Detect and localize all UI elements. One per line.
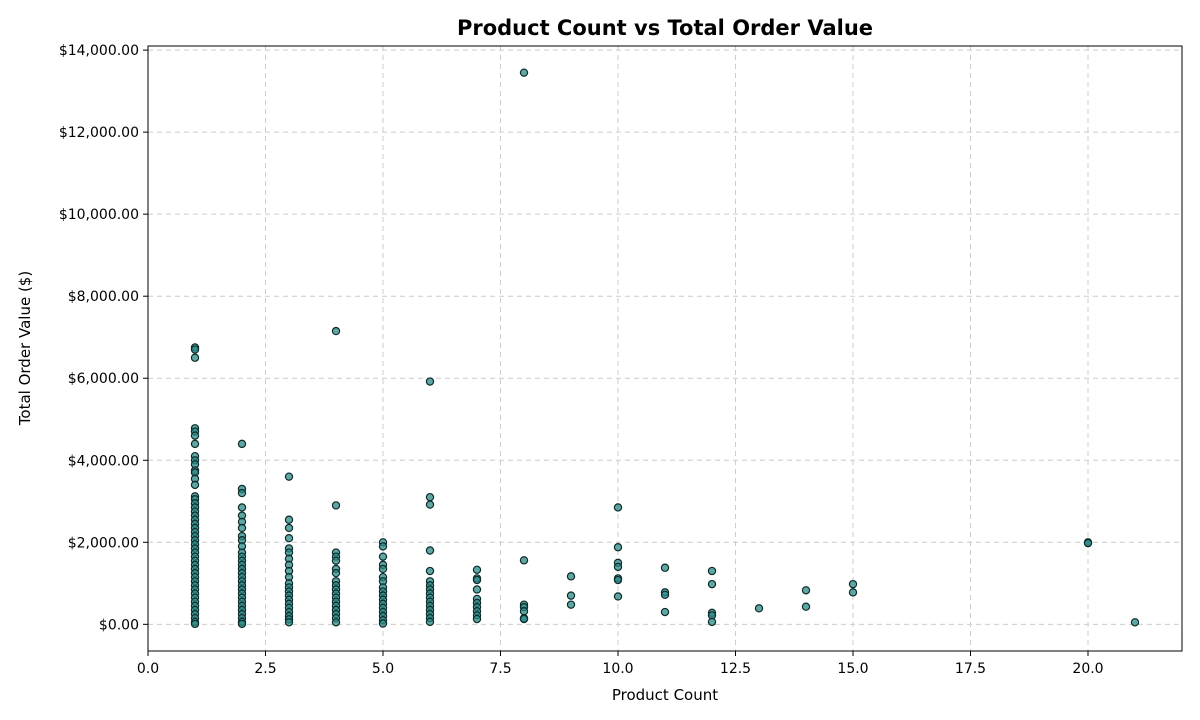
- data-point: [237, 503, 247, 512]
- data-point: [613, 503, 623, 512]
- data-point: [331, 568, 341, 578]
- x-tick-label: 12.5: [720, 661, 751, 677]
- data-point: [1083, 538, 1093, 548]
- data-point: [472, 614, 482, 624]
- data-point: [237, 619, 247, 629]
- plot-frame: [147, 45, 1183, 652]
- data-point: [660, 607, 670, 617]
- y-axis-ticks: $0.00 $2,000.00 $4,000.00 $6,000.00 $8,000.0…: [59, 43, 148, 633]
- data-point: [519, 68, 529, 77]
- data-point: [613, 575, 623, 585]
- data-point: [660, 563, 670, 572]
- data-point: [190, 345, 200, 354]
- data-point: [190, 353, 200, 362]
- x-tick-label: 10.0: [602, 661, 633, 677]
- data-point: [707, 566, 717, 576]
- data-point: [284, 515, 294, 524]
- y-tick-label: $10,000.00: [59, 207, 139, 223]
- data-point: [284, 618, 294, 627]
- y-tick-label: $2,000.00: [68, 535, 139, 551]
- grid: [147, 46, 1182, 651]
- data-point: [519, 607, 529, 616]
- data-point: [754, 604, 764, 613]
- data-point: [1130, 618, 1140, 627]
- data-point: [378, 564, 388, 574]
- x-axis-label: Product Count: [612, 686, 718, 704]
- data-point: [566, 591, 576, 600]
- data-point: [331, 618, 341, 627]
- data-point: [425, 617, 435, 627]
- x-axis-ticks: 0.0 2.5 5.0 7.5 10.0 12.5 15.0 17.5 20.0: [137, 651, 1104, 677]
- y-axis-label: Total Order Value ($): [16, 271, 34, 426]
- data-point: [519, 556, 529, 565]
- data-point: [425, 546, 435, 555]
- data-point: [190, 619, 200, 629]
- data-point: [237, 439, 247, 449]
- data-point: [801, 602, 811, 611]
- data-points: [190, 68, 1140, 629]
- data-point: [284, 534, 294, 543]
- x-tick-label: 0.0: [137, 661, 159, 677]
- data-point: [566, 572, 576, 581]
- y-tick-label: $6,000.00: [68, 371, 139, 387]
- data-point: [519, 614, 529, 624]
- data-point: [425, 566, 435, 576]
- x-tick-label: 5.0: [372, 661, 394, 677]
- data-point: [425, 500, 435, 509]
- data-point: [801, 586, 811, 595]
- chart-title: Product Count vs Total Order Value: [457, 16, 873, 40]
- y-tick-label: $12,000.00: [59, 125, 139, 141]
- x-tick-label: 2.5: [254, 661, 276, 677]
- data-point: [331, 326, 341, 336]
- data-point: [707, 579, 717, 589]
- data-point: [425, 377, 435, 386]
- data-point: [613, 592, 623, 601]
- data-point: [331, 501, 341, 510]
- y-tick-label: $4,000.00: [68, 453, 139, 469]
- data-point: [331, 556, 341, 565]
- data-point: [472, 575, 482, 585]
- data-point: [190, 480, 200, 490]
- x-tick-label: 7.5: [489, 661, 511, 677]
- data-point: [848, 579, 858, 589]
- data-point: [660, 590, 670, 600]
- data-point: [848, 588, 858, 597]
- data-point: [284, 523, 294, 533]
- data-point: [284, 472, 294, 481]
- data-point: [190, 431, 200, 440]
- data-point: [378, 552, 388, 561]
- y-tick-label: $8,000.00: [68, 289, 139, 305]
- data-point: [237, 488, 247, 498]
- y-tick-label: $0.00: [99, 617, 139, 633]
- x-tick-label: 17.5: [955, 661, 986, 677]
- data-point: [707, 617, 717, 627]
- y-tick-label: $14,000.00: [59, 43, 139, 59]
- data-point: [378, 619, 388, 628]
- data-point: [566, 600, 576, 609]
- data-point: [613, 543, 623, 552]
- data-point: [190, 439, 200, 449]
- data-point: [472, 585, 482, 594]
- x-tick-label: 20.0: [1072, 661, 1103, 677]
- data-point: [472, 565, 482, 574]
- data-point: [237, 523, 247, 533]
- data-point: [425, 492, 435, 502]
- data-point: [613, 562, 623, 572]
- x-tick-label: 15.0: [837, 661, 868, 677]
- data-point: [378, 542, 388, 551]
